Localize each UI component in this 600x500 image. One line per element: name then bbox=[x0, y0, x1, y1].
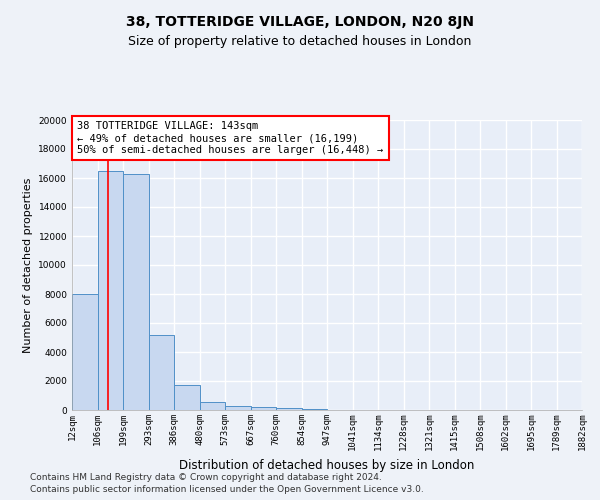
Text: 38 TOTTERIDGE VILLAGE: 143sqm
← 49% of detached houses are smaller (16,199)
50% : 38 TOTTERIDGE VILLAGE: 143sqm ← 49% of d… bbox=[77, 122, 383, 154]
Text: Size of property relative to detached houses in London: Size of property relative to detached ho… bbox=[128, 35, 472, 48]
Bar bbox=[302, 409, 327, 410]
Text: Contains HM Land Registry data © Crown copyright and database right 2024.: Contains HM Land Registry data © Crown c… bbox=[30, 472, 382, 482]
Bar bbox=[174, 386, 200, 410]
Text: 38, TOTTERIDGE VILLAGE, LONDON, N20 8JN: 38, TOTTERIDGE VILLAGE, LONDON, N20 8JN bbox=[126, 15, 474, 29]
Bar bbox=[225, 406, 251, 410]
Y-axis label: Number of detached properties: Number of detached properties bbox=[23, 178, 33, 352]
Bar bbox=[149, 334, 174, 410]
Bar bbox=[251, 407, 276, 410]
Bar bbox=[200, 402, 225, 410]
Bar bbox=[98, 171, 123, 410]
Text: Contains public sector information licensed under the Open Government Licence v3: Contains public sector information licen… bbox=[30, 485, 424, 494]
Bar bbox=[72, 294, 98, 410]
Bar bbox=[123, 174, 149, 410]
Bar bbox=[276, 408, 302, 410]
X-axis label: Distribution of detached houses by size in London: Distribution of detached houses by size … bbox=[179, 458, 475, 471]
